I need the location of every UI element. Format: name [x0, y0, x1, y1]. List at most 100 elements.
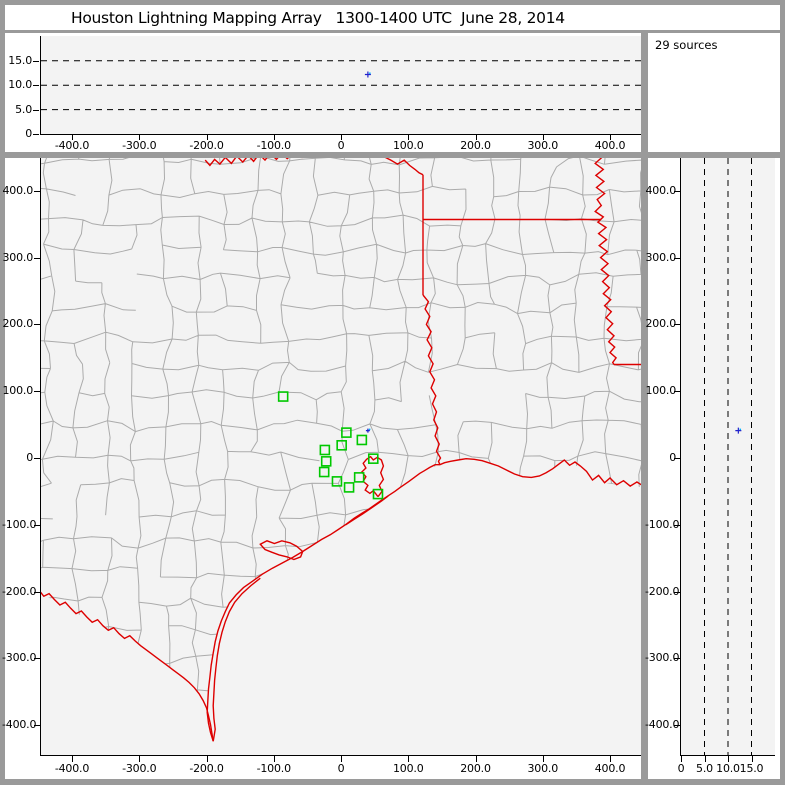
tick-label: 100.0	[393, 762, 424, 775]
tick-label: 400.0	[645, 183, 677, 197]
alt-tickmark	[33, 60, 39, 62]
galveston-island-barrier-border	[345, 495, 389, 526]
x-tickmark	[610, 756, 611, 762]
tick-label: 5.0	[696, 762, 713, 775]
tick-label: -200.0	[189, 139, 224, 152]
tick-label: -300.0	[2, 651, 37, 665]
sources-count-label: 29 sources	[655, 38, 718, 52]
tick-label: 100.0	[2, 384, 34, 398]
tick-label: 200.0	[460, 762, 491, 775]
x-tickmark	[72, 756, 73, 762]
x-tickmark	[475, 756, 477, 762]
tick-label: 200.0	[645, 317, 677, 331]
tick-label: 100.0	[645, 384, 677, 398]
tick-label: -400.0	[54, 139, 90, 152]
tick-label: 200.0	[460, 139, 491, 152]
x-tickmark	[408, 134, 410, 140]
x-tickmark	[542, 134, 544, 140]
tick-label: 200.0	[2, 317, 34, 331]
tick-label: 15.0	[739, 762, 764, 775]
y-tickmark	[34, 658, 40, 660]
y-tickmark	[674, 190, 680, 192]
station-marker	[353, 472, 365, 483]
tick-label: -400.0	[2, 718, 37, 732]
tick-label: -400.0	[54, 762, 90, 775]
station-marker	[367, 453, 379, 464]
tick-label: -300.0	[122, 139, 157, 152]
station-marker	[372, 488, 384, 500]
y-tickmark	[34, 257, 40, 259]
tick-label: 400.0	[594, 139, 626, 152]
y-tickmark	[674, 391, 680, 393]
alt-tickmark	[33, 109, 39, 111]
tick-label: 400.0	[2, 183, 34, 197]
tick-label: 300.0	[645, 250, 677, 264]
tick-label: 0	[337, 139, 345, 152]
y-tickmark	[674, 524, 680, 526]
tick-label: -300.0	[645, 651, 680, 665]
alt-tickmark	[33, 85, 39, 87]
rio-grande-border	[41, 591, 214, 742]
tick-label: 10.0	[8, 78, 32, 92]
sabine-river-border	[422, 294, 442, 465]
station-marker	[343, 482, 355, 493]
galveston-bay-border	[360, 455, 385, 498]
county-lines	[41, 158, 641, 742]
y-tickmark	[674, 725, 680, 727]
y-tickmark	[674, 658, 680, 660]
altitude-ew-chart	[41, 60, 641, 111]
red-river-tx-ok-border	[204, 158, 424, 176]
station-marker	[341, 427, 352, 438]
tick-label: 0	[669, 451, 676, 464]
y-tickmark	[34, 324, 40, 326]
x-tickmark	[206, 134, 208, 140]
x-tickmark	[72, 134, 73, 140]
mississippi-river-border	[594, 158, 618, 365]
alt-tickmark	[704, 756, 706, 762]
tick-label: -100.0	[256, 139, 291, 152]
plan-view-plot-area[interactable]	[40, 158, 641, 756]
source-marker-secondary	[369, 72, 371, 74]
tick-label: 100.0	[393, 139, 424, 152]
tick-label: 5.0	[15, 102, 32, 116]
alt-tickmark	[728, 756, 729, 762]
tick-label: 300.0	[2, 250, 34, 264]
y-tickmark	[674, 591, 680, 593]
y-tickmark	[34, 591, 40, 593]
lma-stations	[277, 391, 384, 500]
state-borders	[41, 158, 641, 742]
x-tickmark	[273, 756, 275, 762]
tick-label: 0	[337, 762, 345, 775]
source-marker	[365, 428, 370, 433]
tick-label: -200.0	[2, 584, 37, 598]
tick-label: 15.0	[8, 53, 32, 67]
source-marker-secondary	[368, 428, 371, 431]
tick-label: 400.0	[594, 762, 626, 775]
matagorda-bay-border	[259, 540, 304, 561]
tick-label: 10.0	[716, 762, 740, 775]
station-marker	[277, 391, 289, 402]
station-marker	[319, 444, 331, 456]
x-tickmark	[139, 134, 141, 140]
x-tickmark	[206, 756, 208, 762]
y-tickmark	[674, 257, 680, 259]
y-tickmark	[34, 458, 40, 459]
tick-label: 0	[677, 762, 685, 775]
alt-tickmark	[681, 756, 682, 762]
tick-label: 300.0	[527, 139, 559, 152]
x-tickmark	[139, 756, 141, 762]
x-tickmark	[542, 756, 544, 762]
station-marker	[331, 476, 343, 487]
x-tickmark	[475, 134, 477, 140]
tick-label: -300.0	[122, 762, 157, 775]
title-bar: Houston Lightning Mapping Array 1300-140…	[5, 5, 780, 30]
gulf-coastline-border	[206, 457, 641, 742]
padre-island-barrier-border	[212, 577, 261, 742]
station-marker	[356, 434, 368, 446]
y-tickmark	[34, 725, 40, 727]
tick-label: -100.0	[645, 517, 680, 531]
y-tickmark	[674, 324, 680, 326]
y-tickmark	[674, 458, 680, 459]
tick-label: 0	[25, 127, 32, 140]
y-tickmark	[34, 190, 40, 192]
